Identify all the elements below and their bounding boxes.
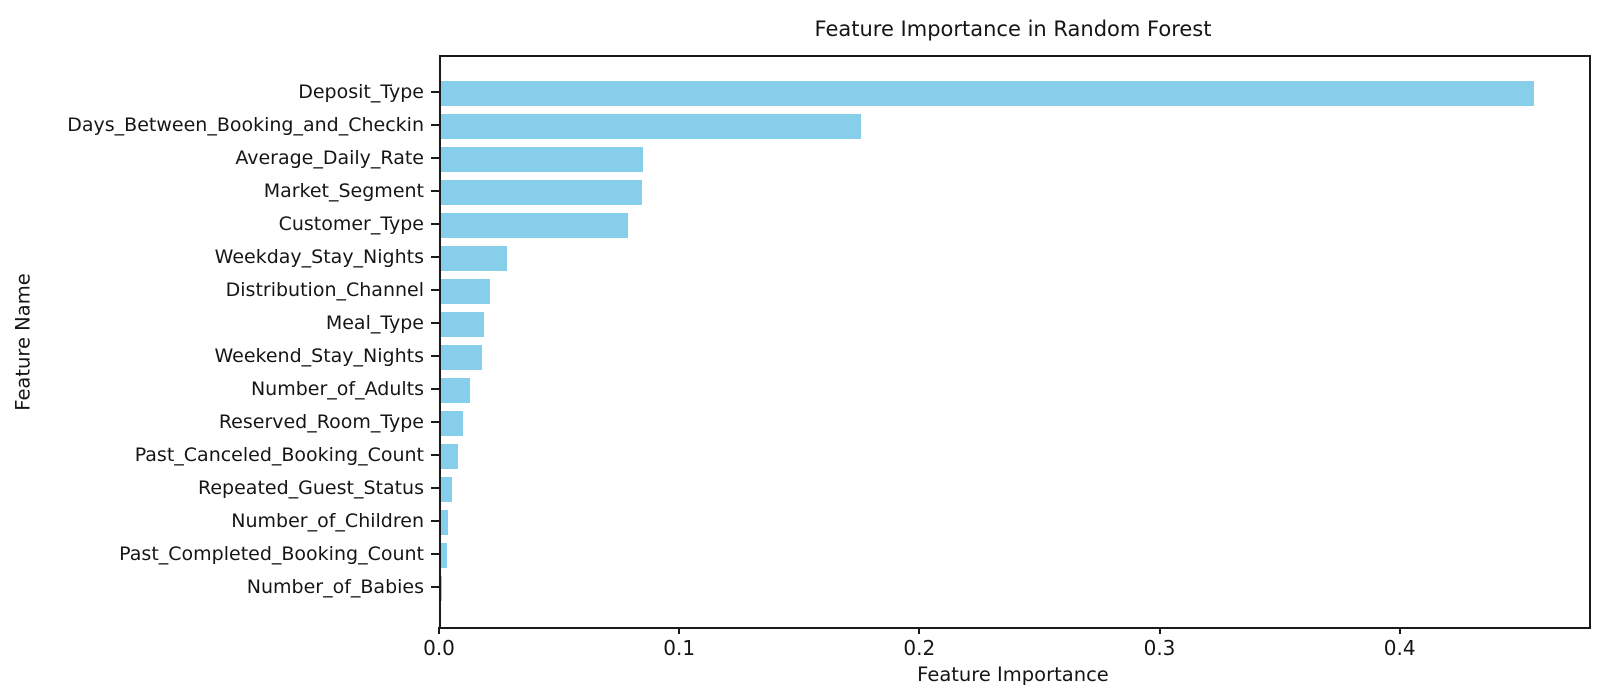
bar <box>441 378 471 404</box>
y-tick-mark <box>431 420 439 423</box>
y-tick-label: Market_Segment <box>263 179 424 202</box>
bar <box>441 81 1534 107</box>
plot-area <box>439 55 1591 629</box>
y-tick-label: Repeated_Guest_Status <box>198 476 424 499</box>
y-tick-mark <box>431 552 439 555</box>
x-axis-label: Feature Importance <box>917 663 1109 686</box>
y-tick-mark <box>431 519 439 522</box>
x-tick-label: 0.2 <box>903 636 936 660</box>
x-tick-label: 0.4 <box>1383 636 1416 660</box>
x-tick-mark <box>1398 627 1401 634</box>
x-tick-label: 0.0 <box>423 636 455 660</box>
bar <box>441 279 491 305</box>
y-tick-mark <box>431 156 439 159</box>
bar <box>441 543 447 569</box>
y-tick-mark <box>431 486 439 489</box>
y-tick-mark <box>431 123 439 126</box>
bar <box>441 114 862 140</box>
y-tick-label: Past_Completed_Booking_Count <box>119 542 424 565</box>
y-tick-label: Reserved_Room_Type <box>218 410 424 433</box>
bar <box>441 180 642 206</box>
y-tick-mark <box>431 255 439 258</box>
x-tick-label: 0.1 <box>663 636 696 660</box>
bar <box>441 477 452 503</box>
y-tick-label: Customer_Type <box>278 212 424 235</box>
y-tick-label: Number_of_Babies <box>246 575 424 598</box>
y-tick-mark <box>431 387 439 390</box>
y-tick-label: Weekday_Stay_Nights <box>214 245 424 268</box>
y-tick-label: Past_Canceled_Booking_Count <box>134 443 424 466</box>
y-tick-label: Average_Daily_Rate <box>235 146 424 169</box>
bar <box>441 444 458 470</box>
y-axis-label: Feature Name <box>11 273 35 411</box>
y-tick-label: Days_Between_Booking_and_Checkin <box>67 113 424 136</box>
y-tick-label: Deposit_Type <box>298 80 424 103</box>
y-tick-mark <box>431 222 439 225</box>
x-tick-label: 0.3 <box>1143 636 1176 660</box>
bar <box>441 213 629 239</box>
y-tick-label: Number_of_Children <box>231 509 424 532</box>
bar <box>441 576 442 602</box>
y-tick-label: Distribution_Channel <box>225 278 424 301</box>
y-tick-label: Number_of_Adults <box>250 377 424 400</box>
y-tick-mark <box>431 354 439 357</box>
y-tick-mark <box>431 90 439 93</box>
bar <box>441 345 482 371</box>
bar <box>441 312 484 338</box>
x-tick-mark <box>438 627 440 634</box>
bar <box>441 411 463 437</box>
y-tick-mark <box>431 189 439 192</box>
x-tick-mark <box>1158 627 1161 634</box>
y-tick-mark <box>431 288 439 291</box>
x-tick-mark <box>678 627 681 634</box>
y-tick-mark <box>431 585 439 588</box>
chart-title: Feature Importance in Random Forest <box>814 17 1212 41</box>
y-tick-mark <box>431 321 439 324</box>
x-tick-mark <box>918 627 921 634</box>
bar <box>441 246 508 272</box>
bar <box>441 510 449 536</box>
y-tick-label: Weekend_Stay_Nights <box>214 344 424 367</box>
bar <box>441 147 643 173</box>
y-tick-mark <box>431 453 439 456</box>
y-tick-label: Meal_Type <box>325 311 424 334</box>
